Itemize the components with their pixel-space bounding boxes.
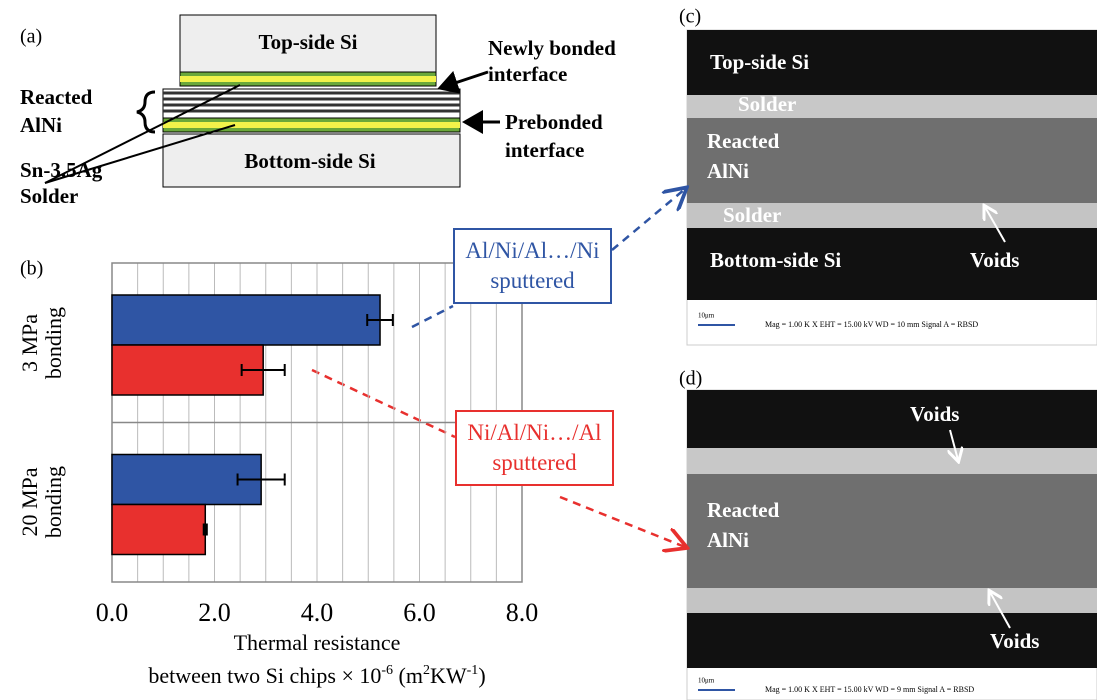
sem-image <box>686 29 1097 346</box>
x-tick-label: 6.0 <box>403 598 436 627</box>
x-tick-label: 0.0 <box>96 598 129 627</box>
panel-label: (c) <box>679 6 701 28</box>
error-bar <box>202 523 208 536</box>
annotation: Solder <box>20 184 78 208</box>
x-tick-label: 2.0 <box>198 598 231 627</box>
panel-label: (d) <box>679 368 702 390</box>
panel-label: (b) <box>20 258 43 280</box>
image-label: Reacted <box>707 498 780 522</box>
bar <box>111 344 264 396</box>
x-axis-label-part: 2 <box>423 663 430 678</box>
image-label: Voids <box>910 402 959 426</box>
connector <box>311 368 456 439</box>
x-axis-label-part: between two Si chips × 10 <box>148 663 381 688</box>
annotation: Reacted <box>20 85 93 109</box>
image-label: Top-side Si <box>710 50 809 74</box>
connector <box>411 304 454 329</box>
error-bar <box>236 473 286 486</box>
scale-label: 10μm <box>698 677 715 685</box>
image-label: AlNi <box>707 528 749 552</box>
legend-callout: Al/Ni/Al…/Ni sputtered <box>453 228 612 304</box>
x-tick-label: 8.0 <box>506 598 539 627</box>
annotation: Sn-3.5Ag <box>20 158 103 182</box>
image-label: Solder <box>738 92 796 116</box>
connector <box>611 189 685 251</box>
image-info: Mag = 1.00 K X EHT = 15.00 kV WD = 10 mm… <box>765 320 978 329</box>
image-info: Mag = 1.00 K X EHT = 15.00 kV WD = 9 mm … <box>765 685 974 694</box>
x-axis-label: Thermal resistance <box>234 630 401 655</box>
image-label: Solder <box>723 203 781 227</box>
x-axis-label-part: (m <box>393 663 423 688</box>
x-axis-label-part: -6 <box>381 663 393 678</box>
x-axis-label-part: -1 <box>467 663 479 678</box>
annotation: Newly bonded <box>488 36 616 60</box>
image-label: Voids <box>990 629 1039 653</box>
layer-label: Bottom-side Si <box>244 149 375 173</box>
image-label: AlNi <box>707 159 749 183</box>
annotation: interface <box>488 62 567 86</box>
x-axis-label-part: KW <box>430 663 467 688</box>
layer-label: Top-side Si <box>258 30 357 54</box>
connector <box>559 495 685 547</box>
annotation: AlNi <box>20 113 62 137</box>
panel-label: (a) <box>20 26 42 48</box>
x-tick-label: 4.0 <box>301 598 334 627</box>
bar <box>111 294 381 346</box>
x-axis-label-part: ) <box>478 663 485 688</box>
annotation: interface <box>505 138 584 162</box>
bar <box>111 453 262 506</box>
y-tick-label: 20 MPa bonding <box>17 466 66 539</box>
x-axis-label: between two Si chips × 10-6 (m2KW-1) <box>148 663 485 688</box>
bar <box>111 503 207 556</box>
layer-diagram <box>44 14 500 188</box>
error-bar <box>240 364 286 376</box>
image-label: Bottom-side Si <box>710 248 841 272</box>
image-label: Voids <box>970 248 1019 272</box>
error-bar <box>366 314 394 326</box>
sem-image <box>686 389 1097 700</box>
image-label: Reacted <box>707 129 780 153</box>
legend-callout: Ni/Al/Ni…/Al sputtered <box>455 410 614 486</box>
annotation: Prebonded <box>505 110 603 134</box>
y-tick-label: 3 MPa bonding <box>17 306 66 379</box>
scale-label: 10μm <box>698 312 715 320</box>
